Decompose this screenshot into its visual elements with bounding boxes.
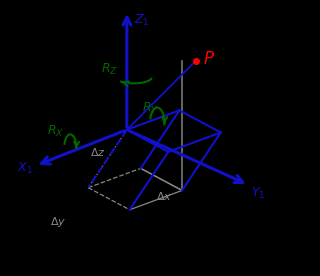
Text: $P$: $P$ [203, 50, 215, 68]
Text: $Z_1$: $Z_1$ [134, 12, 149, 28]
Text: $R_Z$: $R_Z$ [101, 62, 117, 77]
Text: $X_1$: $X_1$ [17, 161, 33, 176]
Text: $\Delta x$: $\Delta x$ [156, 190, 172, 202]
Text: $R_X$: $R_X$ [47, 124, 64, 139]
Text: $Y_1$: $Y_1$ [251, 186, 266, 201]
Text: $\Delta y$: $\Delta y$ [50, 215, 66, 229]
Text: $\Delta z$: $\Delta z$ [90, 146, 105, 158]
Text: $R_Y$: $R_Y$ [142, 101, 159, 116]
